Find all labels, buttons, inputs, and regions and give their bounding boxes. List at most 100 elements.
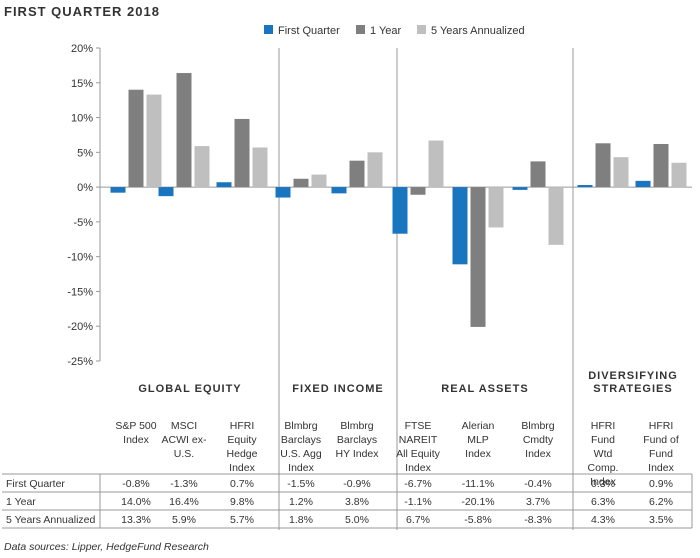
category-label: HY Index bbox=[336, 448, 380, 460]
y-tick-label: 0% bbox=[77, 182, 93, 194]
table-cell: -6.7% bbox=[404, 478, 431, 490]
y-tick-label: 15% bbox=[71, 78, 93, 90]
category-labels: S&P 500 Index MSCI ACWI ex- U.S. HFRI Equity He… bbox=[115, 420, 679, 488]
bar bbox=[110, 187, 126, 193]
bar bbox=[671, 162, 687, 188]
bar bbox=[367, 152, 383, 188]
category-label: Index bbox=[465, 448, 491, 460]
category-label: HFRI bbox=[591, 420, 616, 432]
table-cell: 5.0% bbox=[345, 514, 369, 526]
legend-swatch bbox=[264, 25, 273, 34]
table-cell: 16.4% bbox=[169, 496, 199, 508]
y-tick-label: 10% bbox=[71, 113, 93, 125]
y-tick-label: -15% bbox=[67, 286, 93, 298]
group-dividers bbox=[278, 48, 574, 530]
table-cell: 6.2% bbox=[649, 496, 673, 508]
table-cell: -0.8% bbox=[122, 478, 149, 490]
y-tick-label: 20% bbox=[71, 43, 93, 55]
group-label: FIXED INCOME bbox=[292, 383, 383, 395]
table-cell: -5.8% bbox=[464, 514, 491, 526]
table-cell: 4.3% bbox=[591, 514, 615, 526]
table-cell: -1.5% bbox=[287, 478, 314, 490]
bar bbox=[452, 187, 468, 265]
table-cell: 3.8% bbox=[345, 496, 369, 508]
category-label: HFRI bbox=[649, 420, 674, 432]
legend-swatch bbox=[417, 25, 426, 34]
table-cell: -11.1% bbox=[462, 478, 495, 490]
bar bbox=[158, 187, 174, 197]
table-cell: -1.1% bbox=[404, 496, 431, 508]
group-label: DIVERSIFYING bbox=[588, 370, 678, 382]
category-label: Index bbox=[229, 462, 255, 474]
category-label: Barclays bbox=[281, 434, 321, 446]
category-label: NAREIT bbox=[399, 434, 438, 446]
table-row-label: First Quarter bbox=[6, 478, 65, 490]
category-label: Index bbox=[405, 462, 431, 474]
table-cell: 3.7% bbox=[526, 496, 550, 508]
table-cell: 5.9% bbox=[172, 514, 196, 526]
category-label: Fund bbox=[591, 434, 615, 446]
category-label: All Equity bbox=[396, 448, 441, 460]
legend-swatch bbox=[356, 25, 365, 34]
table-cell: 5.7% bbox=[230, 514, 254, 526]
data-source: Data sources: Lipper, HedgeFund Research bbox=[4, 541, 209, 553]
bar bbox=[216, 182, 232, 188]
category-label: Equity bbox=[227, 434, 257, 446]
table-cell: 1.2% bbox=[289, 496, 313, 508]
y-tick-label: 5% bbox=[77, 147, 93, 159]
category-label: Index bbox=[648, 462, 674, 474]
category-label: MLP bbox=[467, 434, 489, 446]
table-cell: 0.3% bbox=[591, 478, 615, 490]
category-label: Wtd bbox=[594, 448, 613, 460]
bar bbox=[530, 161, 546, 188]
table-cell: 9.8% bbox=[230, 496, 254, 508]
table-cell: 14.0% bbox=[121, 496, 151, 508]
bar bbox=[146, 94, 162, 188]
category-label: S&P 500 bbox=[115, 420, 156, 432]
group-label: STRATEGIES bbox=[593, 383, 672, 395]
table-cell: 0.9% bbox=[649, 478, 673, 490]
bar bbox=[595, 143, 611, 188]
legend-label: 5 Years Annualized bbox=[431, 25, 525, 37]
table-cell: -8.3% bbox=[524, 514, 551, 526]
bar bbox=[349, 160, 365, 188]
y-tick-label: -20% bbox=[67, 321, 93, 333]
data-table: First Quarter -0.8% -1.3% 0.7% -1.5% -0.9% -6.… bbox=[2, 473, 693, 529]
y-tick-label: -5% bbox=[73, 217, 93, 229]
bar bbox=[635, 180, 651, 188]
table-cell: -1.3% bbox=[170, 478, 197, 490]
bar bbox=[428, 140, 444, 188]
bar bbox=[512, 187, 528, 190]
category-label: Barclays bbox=[337, 434, 377, 446]
category-label: ACWI ex- bbox=[162, 434, 207, 446]
category-label: Comp. bbox=[588, 462, 619, 474]
y-tick-label: -10% bbox=[67, 252, 93, 264]
category-label: Index bbox=[590, 476, 616, 488]
bar bbox=[311, 174, 327, 188]
bar bbox=[613, 157, 629, 188]
category-label: U.S. Agg bbox=[280, 448, 322, 460]
bar bbox=[293, 178, 309, 188]
category-label: Fund bbox=[649, 448, 673, 460]
table-cell: 3.5% bbox=[649, 514, 673, 526]
category-label: Index bbox=[123, 434, 149, 446]
category-label: Index bbox=[525, 448, 551, 460]
bar bbox=[234, 118, 250, 188]
bar bbox=[470, 187, 486, 327]
bar bbox=[577, 185, 593, 188]
bar bbox=[128, 89, 144, 188]
y-axis: 20% 15% 10% 5% 0% -5% -10% -15% -20% -25% bbox=[67, 43, 692, 368]
category-label: U.S. bbox=[174, 448, 194, 460]
group-label: REAL ASSETS bbox=[441, 383, 528, 395]
legend-label: 1 Year bbox=[370, 25, 402, 37]
category-label: Fund of bbox=[643, 434, 679, 446]
table-cell: -0.9% bbox=[343, 478, 370, 490]
table-cell: -0.4% bbox=[524, 478, 551, 490]
category-label: Blmbrg bbox=[284, 420, 317, 432]
bar bbox=[176, 73, 192, 188]
bar bbox=[653, 143, 669, 188]
bar bbox=[252, 147, 268, 188]
table-cell: 1.8% bbox=[289, 514, 313, 526]
bars bbox=[110, 73, 687, 327]
